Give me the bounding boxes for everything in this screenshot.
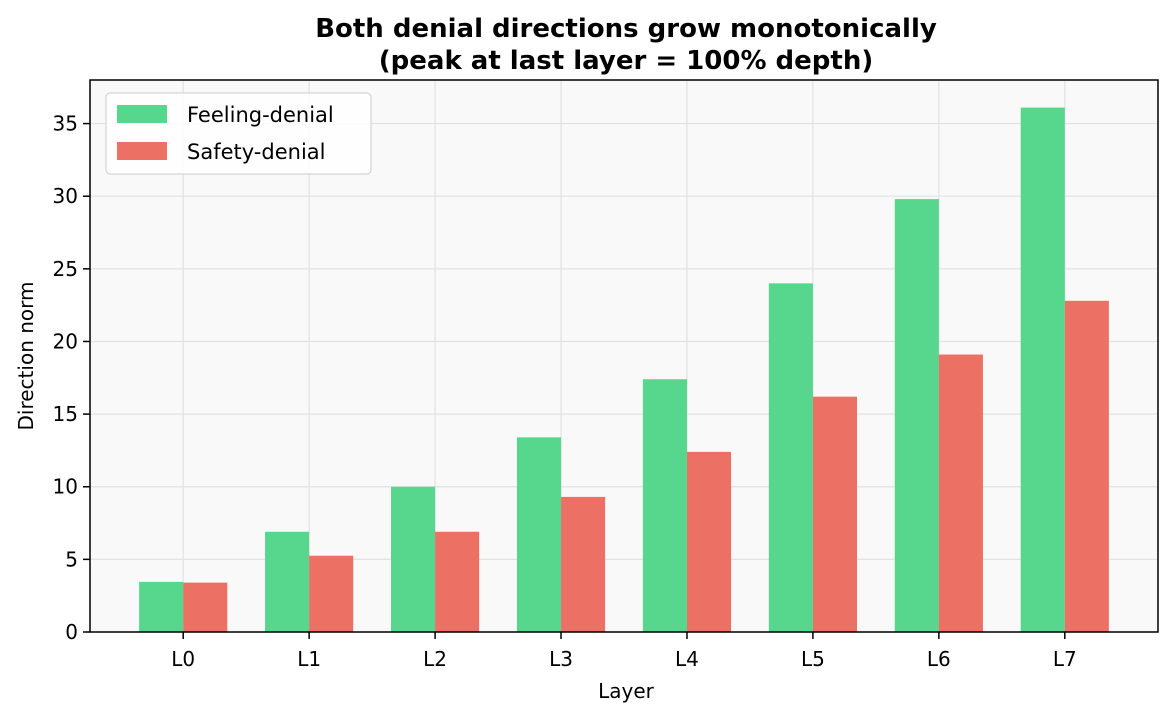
y-tick-label: 0 xyxy=(65,620,78,644)
y-tick-label: 15 xyxy=(53,402,78,426)
bar-safety-denial-l0 xyxy=(183,582,228,632)
chart-title-line2: (peak at last layer = 100% depth) xyxy=(379,46,873,76)
bar-feeling-denial-l6 xyxy=(894,199,939,632)
y-tick-label: 20 xyxy=(53,329,78,353)
y-tick-label: 35 xyxy=(53,112,78,136)
x-tick-label: L4 xyxy=(675,647,699,671)
x-tick-label: L6 xyxy=(927,647,951,671)
bar-feeling-denial-l2 xyxy=(391,486,436,632)
x-tick-label: L3 xyxy=(549,647,573,671)
x-tick-label: L1 xyxy=(297,647,321,671)
bar-feeling-denial-l0 xyxy=(139,581,184,632)
x-axis-label: Layer xyxy=(598,679,655,703)
y-tick-label: 5 xyxy=(65,547,78,571)
y-tick-label: 25 xyxy=(53,257,78,281)
legend-box xyxy=(105,92,372,175)
bar-safety-denial-l1 xyxy=(309,555,354,632)
bar-feeling-denial-l1 xyxy=(265,531,310,632)
bar-safety-denial-l6 xyxy=(938,354,983,632)
legend: Feeling-denial Safety-denial xyxy=(105,92,372,175)
bar-feeling-denial-l7 xyxy=(1020,107,1065,633)
bar-feeling-denial-l5 xyxy=(768,283,813,632)
bar-feeling-denial-l4 xyxy=(642,379,687,632)
chart-title-line1: Both denial directions grow monotonicall… xyxy=(315,14,937,44)
plot-frame xyxy=(89,79,1159,633)
legend-swatch-feeling-denial xyxy=(117,105,167,123)
bars xyxy=(139,107,1109,633)
y-axis-ticks: 0 5 10 15 20 25 30 35 xyxy=(53,112,90,644)
x-tick-label: L7 xyxy=(1053,647,1077,671)
y-tick-label: 10 xyxy=(53,475,78,499)
y-axis-label: Direction norm xyxy=(14,282,38,431)
bar-safety-denial-l7 xyxy=(1064,300,1109,632)
y-tick-label: 30 xyxy=(53,184,78,208)
x-tick-label: L5 xyxy=(801,647,825,671)
x-axis-ticks: L0 L1 L2 L3 L4 L5 L6 L7 xyxy=(171,632,1077,671)
bar-safety-denial-l5 xyxy=(812,396,857,632)
x-tick-label: L2 xyxy=(423,647,447,671)
bar-safety-denial-l4 xyxy=(686,451,732,632)
bar-safety-denial-l3 xyxy=(561,496,606,632)
bar-feeling-denial-l3 xyxy=(516,437,562,632)
bar-safety-denial-l2 xyxy=(435,531,480,632)
legend-label-feeling-denial: Feeling-denial xyxy=(187,103,334,127)
x-tick-label: L0 xyxy=(171,647,195,671)
legend-label-safety-denial: Safety-denial xyxy=(187,140,325,164)
legend-swatch-safety-denial xyxy=(117,142,167,160)
